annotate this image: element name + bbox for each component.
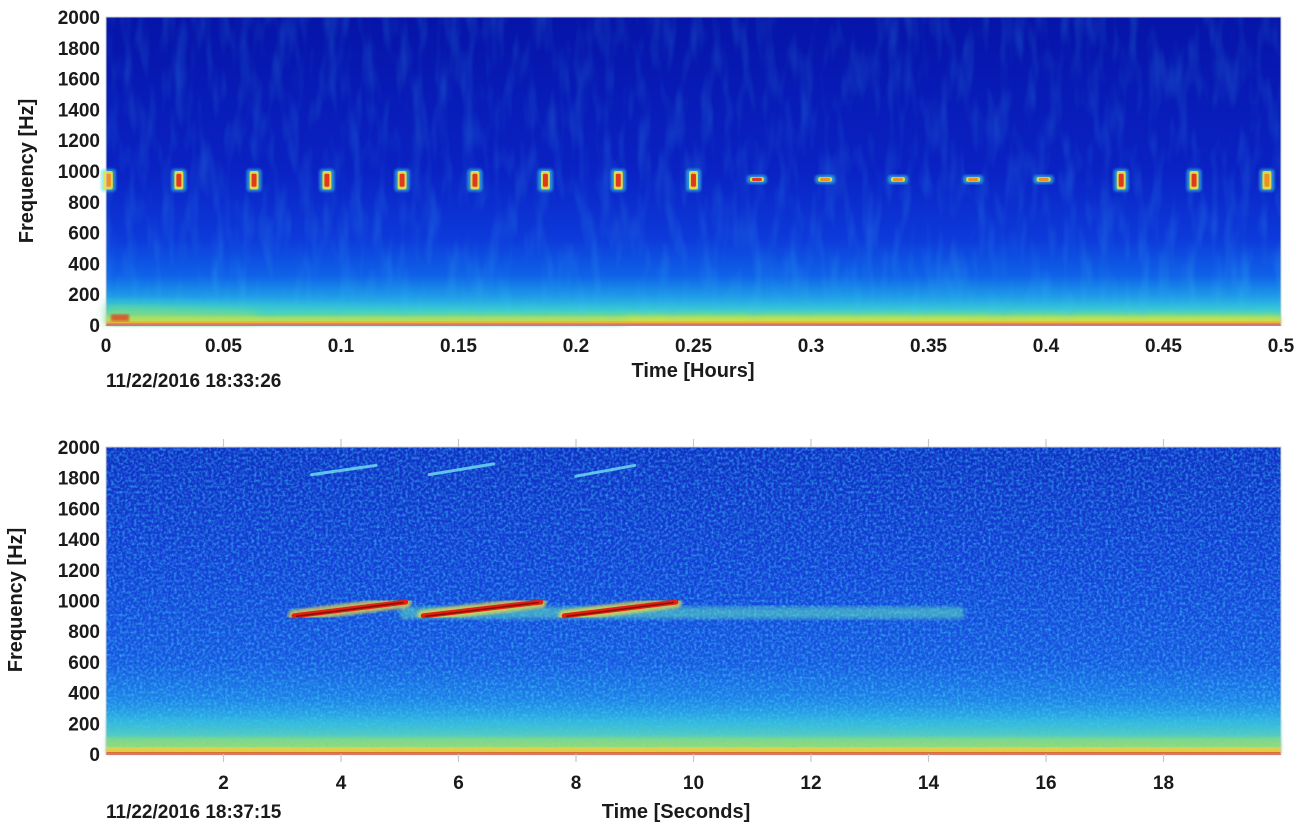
pulse (1034, 175, 1054, 184)
y-tick-label: 1400 (58, 100, 100, 121)
y-tick-label: 2000 (58, 438, 100, 459)
x-tick-label: 12 (800, 773, 821, 794)
y-tick-label: 2000 (58, 8, 100, 29)
y-tick-label: 200 (68, 714, 100, 735)
y-tick-label: 1000 (58, 162, 100, 183)
spectrogram-seconds-panel: 0 200 400 600 800 1000 1200 1400 1600 1800 2000 2 4… (5, 438, 1281, 823)
pulse (1259, 169, 1274, 191)
x-tick-label: 0.2 (563, 336, 589, 357)
x-tick-label: 6 (453, 773, 464, 794)
y-tick-label: 400 (68, 684, 100, 705)
pulse (686, 169, 701, 191)
y-tick-label: 200 (68, 285, 100, 306)
y-tick-label: 800 (68, 622, 100, 643)
spectrogram-seconds-xlabel: Time [Seconds] (602, 801, 751, 823)
spectrogram-hours-panel: 0 200 400 600 800 1000 1200 1400 1600 1800 2000 0 0… (16, 8, 1295, 392)
x-tick-label: 8 (571, 773, 582, 794)
x-tick-label: 0.5 (1268, 336, 1295, 357)
spectrogram-seconds-noise (106, 447, 1281, 754)
x-tick-label: 10 (683, 773, 704, 794)
x-tick-label: 4 (336, 773, 347, 794)
pulse (538, 169, 553, 191)
x-tick-label: 14 (918, 773, 940, 794)
pulse (963, 175, 983, 184)
x-tick-label: 2 (218, 773, 229, 794)
pulse (395, 169, 410, 191)
spectrogram-hours-timestamp: 11/22/2016 18:33:26 (106, 371, 281, 392)
pulse (171, 169, 186, 191)
y-tick-label: 1000 (58, 592, 100, 613)
pulse (247, 169, 262, 191)
y-tick-label: 600 (68, 224, 100, 245)
pulse (467, 169, 482, 191)
y-tick-label: 1600 (58, 70, 100, 91)
x-tick-label: 0.05 (205, 336, 242, 357)
x-tick-label: 0.4 (1033, 336, 1060, 357)
x-tick-label: 0.3 (798, 336, 824, 357)
pulse (101, 169, 116, 191)
x-tick-label: 0.15 (440, 336, 477, 357)
y-tick-label: 1800 (58, 469, 100, 490)
spectrogram-hours-ylabel: Frequency [Hz] (16, 99, 38, 243)
pulse (611, 169, 626, 191)
y-tick-label: 0 (89, 745, 100, 766)
x-tick-label: 18 (1153, 773, 1174, 794)
lowband-spot (111, 314, 129, 321)
y-tick-label: 400 (68, 254, 100, 275)
pulse (1187, 169, 1202, 191)
y-tick-label: 1800 (58, 39, 100, 60)
y-tick-label: 1200 (58, 561, 100, 582)
pulse (747, 175, 767, 184)
pulse (815, 175, 835, 184)
spectrogram-seconds-ylabel: Frequency [Hz] (5, 528, 27, 672)
y-tick-label: 800 (68, 193, 100, 214)
y-tick-label: 0 (89, 316, 100, 337)
x-tick-label: 0.45 (1145, 336, 1182, 357)
x-tick-label: 0 (101, 336, 112, 357)
pulse (888, 175, 908, 184)
x-tick-label: 0.35 (910, 336, 947, 357)
y-tick-label: 1200 (58, 131, 100, 152)
pulse (319, 169, 334, 191)
spectrogram-hours-xlabel: Time [Hours] (632, 360, 755, 382)
y-tick-label: 1400 (58, 530, 100, 551)
y-tick-label: 600 (68, 653, 100, 674)
x-tick-label: 16 (1035, 773, 1056, 794)
spectrogram-seconds-timestamp: 11/22/2016 18:37:15 (106, 802, 282, 823)
pulse (1114, 169, 1129, 191)
x-tick-label: 0.25 (675, 336, 712, 357)
x-tick-label: 0.1 (328, 336, 355, 357)
y-tick-label: 1600 (58, 499, 100, 520)
